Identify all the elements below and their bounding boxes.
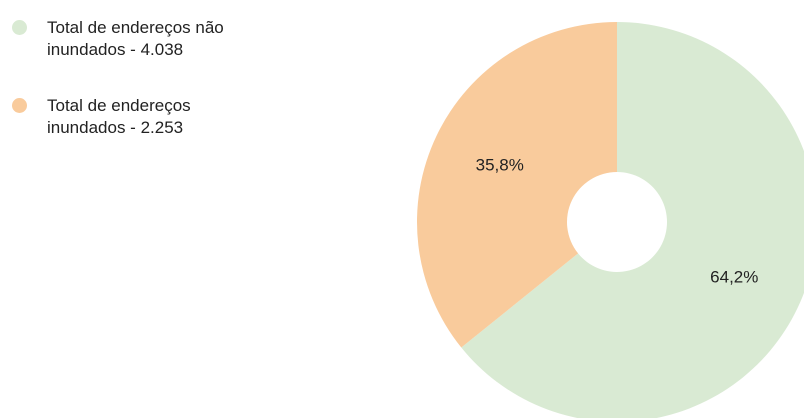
slice-label: 35,8% (476, 155, 524, 174)
legend-swatch (12, 20, 27, 35)
legend-label: Total de endereços não inundados - 4.038 (47, 18, 224, 59)
pie-slice (461, 22, 804, 418)
legend-label: Total de endereços inundados - 2.253 (47, 96, 191, 137)
slice-label: 64,2% (710, 268, 758, 287)
legend-swatch (12, 98, 27, 113)
pie-slice (417, 22, 617, 348)
